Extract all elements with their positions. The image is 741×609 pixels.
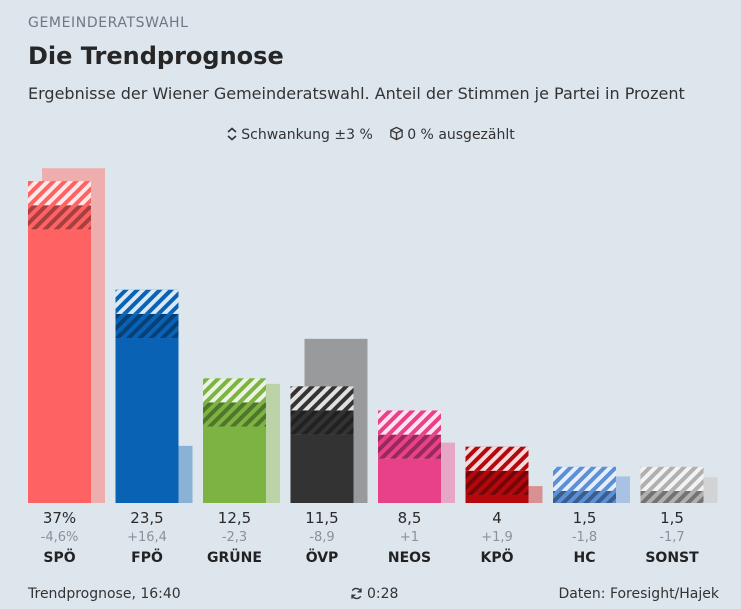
- category-label: FPÖ: [131, 548, 163, 566]
- footer-source: Daten: Foresight/Hajek: [558, 586, 719, 602]
- bar-chart: 37% -4,6% SPÖ 23,5 +16,4 FPÖ 12,5 -2,3 GRÜNE 11,5…: [28, 168, 718, 566]
- refresh-icon: [351, 587, 362, 600]
- change-label: -8,9: [309, 530, 334, 545]
- bar-fluct-lower-hatch: [28, 205, 91, 230]
- bar: [28, 229, 91, 503]
- value-label: 37%: [43, 509, 76, 527]
- bar-fluct-upper-hatch: [640, 466, 704, 491]
- change-label: +1,9: [481, 530, 513, 545]
- bar-fluct-upper-hatch: [115, 289, 179, 314]
- bar-fluct-upper-hatch: [553, 466, 616, 491]
- bar-group-3: [290, 338, 368, 503]
- category-label: NEOS: [388, 550, 431, 566]
- bar: [290, 434, 354, 503]
- bar-fluct-lower-hatch: [553, 490, 616, 503]
- bar-fluct-upper-hatch: [290, 386, 354, 411]
- footer-refresh[interactable]: 0:28: [350, 586, 398, 602]
- value-label: 12,5: [218, 509, 251, 527]
- legend-fluctuation: Schwankung ±3 %: [226, 127, 373, 143]
- change-label: -4,6%: [41, 530, 79, 545]
- value-label: 23,5: [130, 509, 163, 527]
- category-label: KPÖ: [480, 548, 513, 566]
- bar-fluct-upper-hatch: [465, 446, 529, 471]
- bar-group-6: [553, 466, 630, 503]
- bar-fluct-lower-hatch: [203, 402, 266, 427]
- bar: [203, 426, 266, 503]
- bar: [115, 338, 179, 503]
- refresh-timer: 0:28: [367, 586, 399, 602]
- bar-group-1: [115, 289, 193, 503]
- kicker: GEMEINDERATSWAHL: [28, 15, 189, 31]
- category-label: ÖVP: [306, 548, 339, 566]
- change-label: +1: [400, 530, 419, 545]
- bar-fluct-upper-hatch: [378, 410, 441, 435]
- bar-fluct-upper-hatch: [203, 378, 266, 403]
- change-label: +16,4: [127, 530, 167, 545]
- bar-fluct-lower-hatch: [378, 434, 441, 459]
- footer-timestamp: Trendprognose, 16:40: [28, 586, 181, 602]
- up-down-chevron-icon: [227, 127, 237, 141]
- bar-fluct-lower-hatch: [290, 410, 354, 435]
- legend: Schwankung ±3 % 0 % ausgezählt: [0, 126, 741, 143]
- category-label: HC: [574, 550, 596, 566]
- category-label: SONST: [645, 550, 699, 566]
- value-label: 4: [492, 509, 502, 527]
- value-label: 11,5: [305, 509, 338, 527]
- bar: [465, 494, 529, 503]
- change-label: -2,3: [222, 530, 247, 545]
- legend-counted: 0 % ausgezählt: [389, 126, 515, 143]
- page-title: Die Trendprognose: [28, 42, 284, 70]
- bar-fluct-lower-hatch: [465, 470, 529, 495]
- bar-group-5: [465, 446, 543, 503]
- bar-group-0: [28, 168, 105, 503]
- category-label: GRÜNE: [207, 548, 262, 566]
- value-label: 1,5: [660, 509, 684, 527]
- bar-group-2: [203, 378, 280, 503]
- category-label: SPÖ: [43, 548, 75, 566]
- change-label: -1,8: [572, 530, 597, 545]
- value-label: 1,5: [573, 509, 597, 527]
- bar-group-4: [378, 410, 455, 503]
- legend-fluctuation-label: Schwankung ±3 %: [241, 127, 373, 143]
- value-label: 8,5: [398, 509, 422, 527]
- bar-fluct-lower-hatch: [115, 313, 179, 339]
- bar-group-7: [640, 466, 718, 503]
- legend-counted-label: 0 % ausgezählt: [407, 127, 515, 143]
- change-label: -1,7: [659, 530, 684, 545]
- bar-fluct-lower-hatch: [640, 490, 704, 503]
- page-subtitle: Ergebnisse der Wiener Gemeinderatswahl. …: [28, 84, 685, 103]
- bar-fluct-upper-hatch: [28, 181, 91, 206]
- bar: [378, 458, 441, 503]
- box-icon: [390, 126, 403, 141]
